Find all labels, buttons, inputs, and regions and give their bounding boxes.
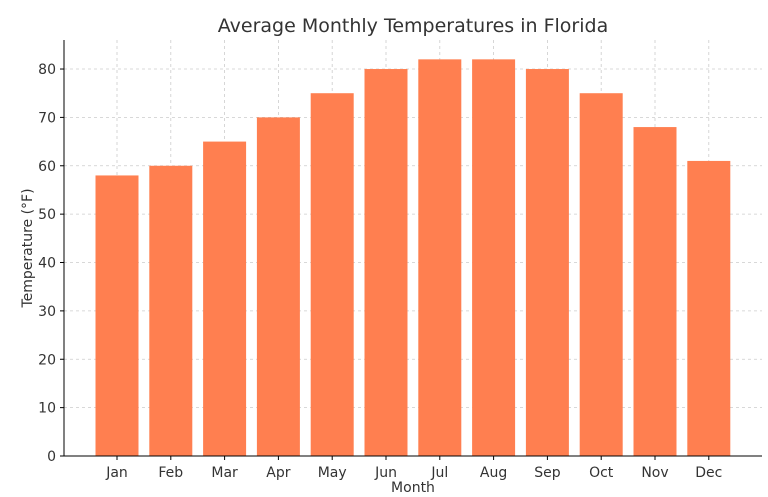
x-tick-label: May [318, 465, 347, 481]
y-axis-label: Temperature (°F) [20, 188, 36, 308]
bar-aug [472, 59, 516, 456]
bar-mar [203, 141, 247, 456]
bar-apr [256, 117, 300, 456]
y-tick-label: 30 [38, 304, 56, 320]
y-tick-label: 40 [38, 256, 56, 272]
bar-may [310, 93, 354, 457]
x-tick-label: Aug [480, 465, 507, 481]
bar-jan [95, 175, 139, 456]
bar-oct [579, 93, 623, 457]
x-tick-label: Nov [641, 465, 668, 481]
chart-title: Average Monthly Temperatures in Florida [218, 15, 608, 37]
y-tick-label: 10 [38, 401, 56, 417]
bar-sep [525, 69, 569, 456]
bar-dec [687, 160, 731, 456]
x-tick-label: Apr [266, 465, 290, 481]
x-tick-label: Sep [534, 465, 561, 481]
y-tick-label: 70 [38, 110, 56, 126]
bar-jun [364, 69, 408, 456]
x-tick-label: Dec [695, 465, 722, 481]
x-axis-label: Month [391, 480, 435, 496]
bar-jul [418, 59, 462, 456]
x-tick-label: Jul [430, 465, 448, 481]
bar-nov [633, 127, 677, 457]
x-tick-label: Mar [211, 465, 238, 481]
x-tick-label: Jun [374, 465, 397, 481]
y-tick-label: 0 [47, 449, 56, 465]
y-tick-label: 80 [38, 62, 56, 78]
y-tick-label: 20 [38, 352, 56, 368]
x-tick-label: Feb [158, 465, 183, 481]
x-tick-label: Oct [589, 465, 614, 481]
y-tick-label: 50 [38, 207, 56, 223]
y-tick-label: 60 [38, 159, 56, 175]
bar-feb [149, 165, 193, 456]
x-tick-label: Jan [105, 465, 128, 481]
